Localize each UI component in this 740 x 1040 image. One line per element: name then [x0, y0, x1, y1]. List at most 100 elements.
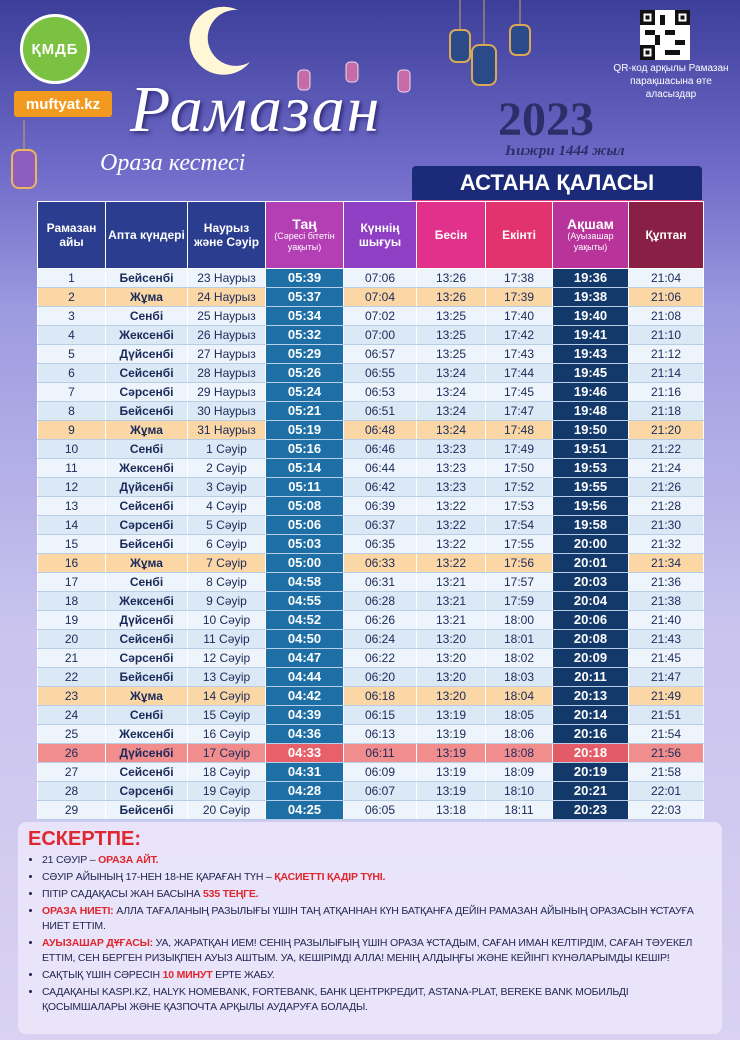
cell: 13:20: [416, 629, 486, 649]
cell: 2: [37, 287, 106, 307]
cell: 13:22: [416, 553, 486, 573]
cell: Жұма: [105, 287, 188, 307]
cell: 04:58: [265, 572, 344, 592]
cell: 20:23: [552, 800, 629, 820]
cell: 05:37: [265, 287, 344, 307]
cell: 13:22: [416, 496, 486, 516]
cell: Сейсенбі: [105, 762, 188, 782]
cell: 28: [37, 781, 106, 801]
cell: 20:11: [552, 667, 629, 687]
cell: 9 Сәуір: [187, 591, 266, 611]
cell: 04:36: [265, 724, 344, 744]
cell: 13:19: [416, 781, 486, 801]
note-emphasis: 535 ТЕҢГЕ.: [203, 888, 259, 900]
cell: Сенбі: [105, 439, 188, 459]
table-row: 25 Жексенбі 16 Сәуір 04:36 06:13 13:19 18:06 20…: [37, 724, 704, 744]
cell: 11: [37, 458, 106, 478]
column-header: Ақшам (Ауызашар уақыты): [552, 201, 629, 269]
table-row: 1 Бейсенбі 23 Наурыз 05:39 07:06 13:26 17:38 19…: [37, 268, 704, 288]
cell: 13:19: [416, 705, 486, 725]
cell: 21:47: [628, 667, 704, 687]
cell: Сәрсенбі: [105, 515, 188, 535]
cell: 22:01: [628, 781, 704, 801]
table-row: 24 Сенбі 15 Сәуір 04:39 06:15 13:19 18:05 20:14…: [37, 705, 704, 725]
table-row: 4 Жексенбі 26 Наурыз 05:32 07:00 13:25 17:42 19…: [37, 325, 704, 345]
cell: Жексенбі: [105, 458, 188, 478]
cell: 13:25: [416, 306, 486, 326]
cell: 05:32: [265, 325, 344, 345]
cell: 21:30: [628, 515, 704, 535]
cell: 1 Сәуір: [187, 439, 266, 459]
cell: 2 Сәуір: [187, 458, 266, 478]
column-title: Ақшам: [567, 216, 614, 232]
cell: 13:23: [416, 458, 486, 478]
cell: 20:09: [552, 648, 629, 668]
cell: 22:03: [628, 800, 704, 820]
cell: 13:20: [416, 667, 486, 687]
table-row: 9 Жұма 31 Наурыз 05:19 06:48 13:24 17:48 19:50 2…: [37, 420, 704, 440]
cell: 17:44: [485, 363, 553, 383]
cell: 17: [37, 572, 106, 592]
cell: 31 Наурыз: [187, 420, 266, 440]
cell: 05:39: [265, 268, 344, 288]
cell: Сәрсенбі: [105, 648, 188, 668]
cell: Сәрсенбі: [105, 781, 188, 801]
cell: 21:54: [628, 724, 704, 744]
cell: 19:50: [552, 420, 629, 440]
cell: 19:38: [552, 287, 629, 307]
cell: 18:10: [485, 781, 553, 801]
table-row: 2 Жұма 24 Наурыз 05:37 07:04 13:26 17:39 19:38 2…: [37, 287, 704, 307]
cell: 05:06: [265, 515, 344, 535]
cell: 05:11: [265, 477, 344, 497]
cell: 21:22: [628, 439, 704, 459]
cell: 06:53: [343, 382, 417, 402]
cell: 6: [37, 363, 106, 383]
cell: 04:28: [265, 781, 344, 801]
cell: 21:08: [628, 306, 704, 326]
cell: Жұма: [105, 686, 188, 706]
cell: 19:51: [552, 439, 629, 459]
cell: 04:31: [265, 762, 344, 782]
hanging-lanterns: [11, 0, 531, 189]
qr-code[interactable]: [640, 10, 690, 60]
cell: 18:04: [485, 686, 553, 706]
cell: 21:04: [628, 268, 704, 288]
cell: 06:46: [343, 439, 417, 459]
cell: 30 Наурыз: [187, 401, 266, 421]
cell: 20:14: [552, 705, 629, 725]
cell: 8: [37, 401, 106, 421]
cell: 21:10: [628, 325, 704, 345]
cell: 5: [37, 344, 106, 364]
cell: 18:11: [485, 800, 553, 820]
cell: 06:51: [343, 401, 417, 421]
cell: 10 Сәуір: [187, 610, 266, 630]
cell: 05:14: [265, 458, 344, 478]
table-row: 10 Сенбі 1 Сәуір 05:16 06:46 13:23 17:49 19:51 2…: [37, 439, 704, 459]
column-header: Наурыз және Сәуір: [187, 201, 266, 269]
cell: 16: [37, 553, 106, 573]
cell: 17:45: [485, 382, 553, 402]
cell: 13:24: [416, 420, 486, 440]
column-note: (Ауызашар уақыты): [567, 231, 614, 252]
cell: 05:08: [265, 496, 344, 516]
cell: 06:13: [343, 724, 417, 744]
table-row: 28 Сәрсенбі 19 Сәуір 04:28 06:07 13:19 18:10 20…: [37, 781, 704, 801]
cell: 05:29: [265, 344, 344, 364]
column-header: Таң (Сәресі бітетін уақыты): [265, 201, 344, 269]
cell: 17:47: [485, 401, 553, 421]
column-header: Рамазан айы: [37, 201, 106, 269]
notes: ЕСКЕРТПЕ: 21 СӘУІР – ОРАЗА АЙТ. СӘУІР АЙЫ…: [18, 822, 722, 1034]
note-item: ПІТІР САДАҚАСЫ ЖАН БАСЫНА 535 ТЕҢГЕ.: [42, 887, 712, 902]
city-banner: АСТАНА ҚАЛАСЫ: [412, 166, 702, 203]
cell: 20 Сәуір: [187, 800, 266, 820]
cell: 17:49: [485, 439, 553, 459]
cell: 10: [37, 439, 106, 459]
cell: 04:52: [265, 610, 344, 630]
cell: 9: [37, 420, 106, 440]
site-link[interactable]: muftyat.kz: [14, 91, 112, 117]
note-emphasis: ҚАСИЕТТІ ҚАДІР ТҮНІ.: [274, 871, 386, 883]
cell: 13:18: [416, 800, 486, 820]
cell: 19:45: [552, 363, 629, 383]
note-emphasis: ОРАЗА АЙТ.: [98, 854, 159, 866]
cell: Сенбі: [105, 705, 188, 725]
